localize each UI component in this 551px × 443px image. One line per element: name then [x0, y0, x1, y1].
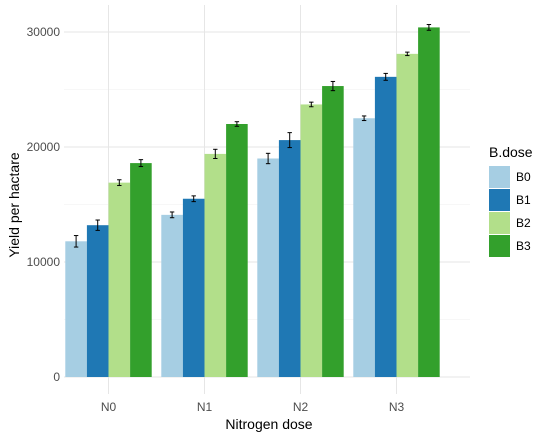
bar	[278, 140, 301, 377]
legend-key	[489, 166, 510, 188]
bar	[257, 158, 279, 377]
x-axis-ticks: N0 N1 N2 N3	[101, 400, 405, 414]
legend-label: B1	[516, 193, 531, 207]
bar	[130, 163, 152, 377]
legend-label: B3	[516, 239, 531, 253]
y-tick-label: 10000	[27, 255, 61, 269]
bar	[65, 241, 87, 377]
bar	[353, 118, 375, 377]
bar	[418, 27, 440, 378]
bar	[182, 198, 205, 377]
y-tick-label: 30000	[27, 25, 61, 39]
y-tick-label: 0	[53, 370, 60, 384]
y-axis-title: Yield per hactare	[6, 152, 22, 258]
y-axis-ticks: 0 10000 20000 30000	[27, 25, 61, 384]
legend-label: B2	[516, 216, 531, 230]
legend-key	[489, 212, 510, 234]
legend-title: B.dose	[489, 144, 533, 160]
bar	[86, 225, 109, 377]
bar	[322, 86, 344, 378]
y-tick-label: 20000	[27, 140, 61, 154]
legend-label: B0	[516, 170, 531, 184]
bar	[300, 104, 323, 377]
x-tick-label: N3	[389, 400, 405, 414]
x-tick-label: N0	[101, 400, 117, 414]
bars	[65, 27, 440, 378]
bar	[161, 214, 183, 377]
legend-key	[489, 235, 510, 257]
bar	[204, 153, 227, 377]
x-tick-label: N2	[293, 400, 309, 414]
bar	[226, 124, 248, 377]
legend-key	[489, 189, 510, 211]
x-axis-title: Nitrogen dose	[225, 416, 312, 432]
legend: B.dose B0 B1 B2 B3	[489, 144, 533, 257]
error-bars	[73, 24, 432, 248]
bar	[108, 182, 131, 377]
x-tick-label: N1	[197, 400, 213, 414]
bar	[374, 76, 397, 377]
bar	[396, 53, 419, 377]
